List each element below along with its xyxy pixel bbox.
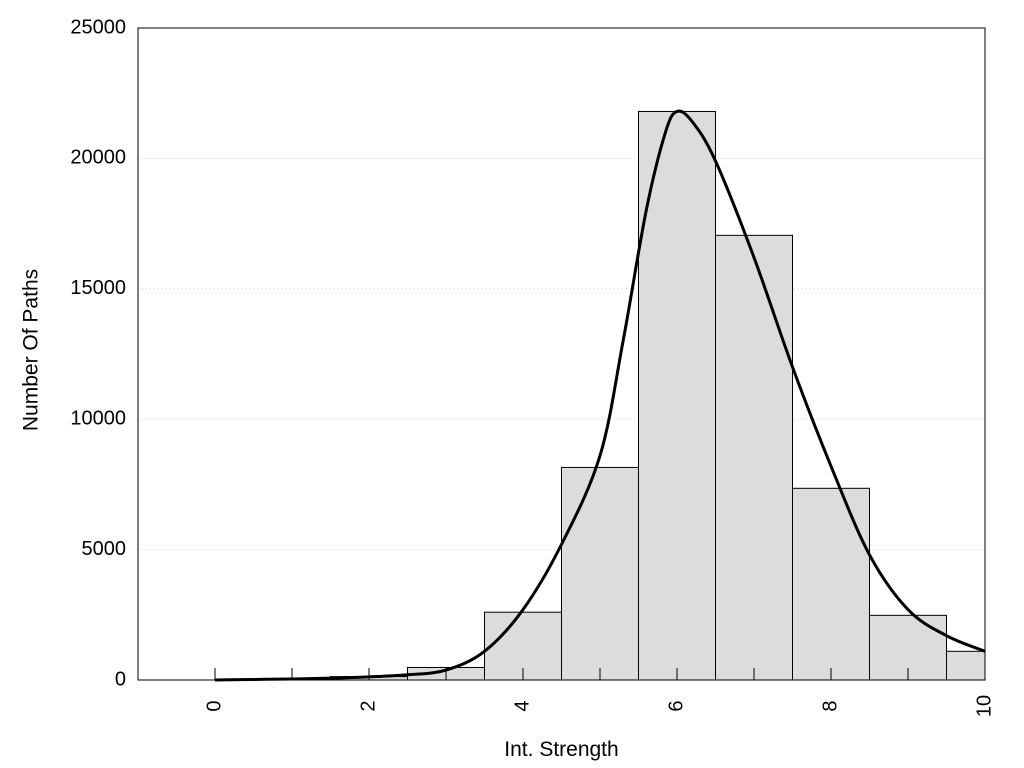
bar-series bbox=[253, 110, 986, 681]
x-axis-ticks: 0 2 4 6 8 10 bbox=[203, 668, 995, 717]
y-tick-label: 0 bbox=[115, 668, 126, 690]
y-tick-label: 10000 bbox=[70, 407, 126, 429]
x-tick-label: 8 bbox=[819, 700, 841, 711]
bar-6 bbox=[638, 110, 716, 681]
x-axis-label: Int. Strength bbox=[504, 738, 618, 761]
density-curve-group bbox=[214, 109, 986, 682]
bar-8 bbox=[792, 487, 870, 681]
x-tick-label: 2 bbox=[357, 700, 379, 711]
bar-10 bbox=[946, 650, 986, 681]
plot-frame bbox=[137, 27, 986, 681]
y-tick-label: 25000 bbox=[70, 16, 126, 38]
bar-7 bbox=[715, 234, 793, 681]
y-tick-label: 5000 bbox=[82, 538, 127, 560]
y-tick-label: 20000 bbox=[70, 147, 126, 169]
x-tick-label: 10 bbox=[973, 695, 995, 717]
x-tick-label: 6 bbox=[665, 700, 687, 711]
density-curve bbox=[214, 109, 986, 682]
x-tick-label: 4 bbox=[511, 700, 533, 711]
bar-5 bbox=[561, 466, 639, 681]
y-tick-label: 15000 bbox=[70, 277, 126, 299]
x-tick-label: 0 bbox=[203, 700, 225, 711]
y-axis-label: Number Of Paths bbox=[20, 269, 43, 431]
y-axis-ticks: 0 5000 10000 15000 20000 25000 bbox=[70, 16, 126, 690]
